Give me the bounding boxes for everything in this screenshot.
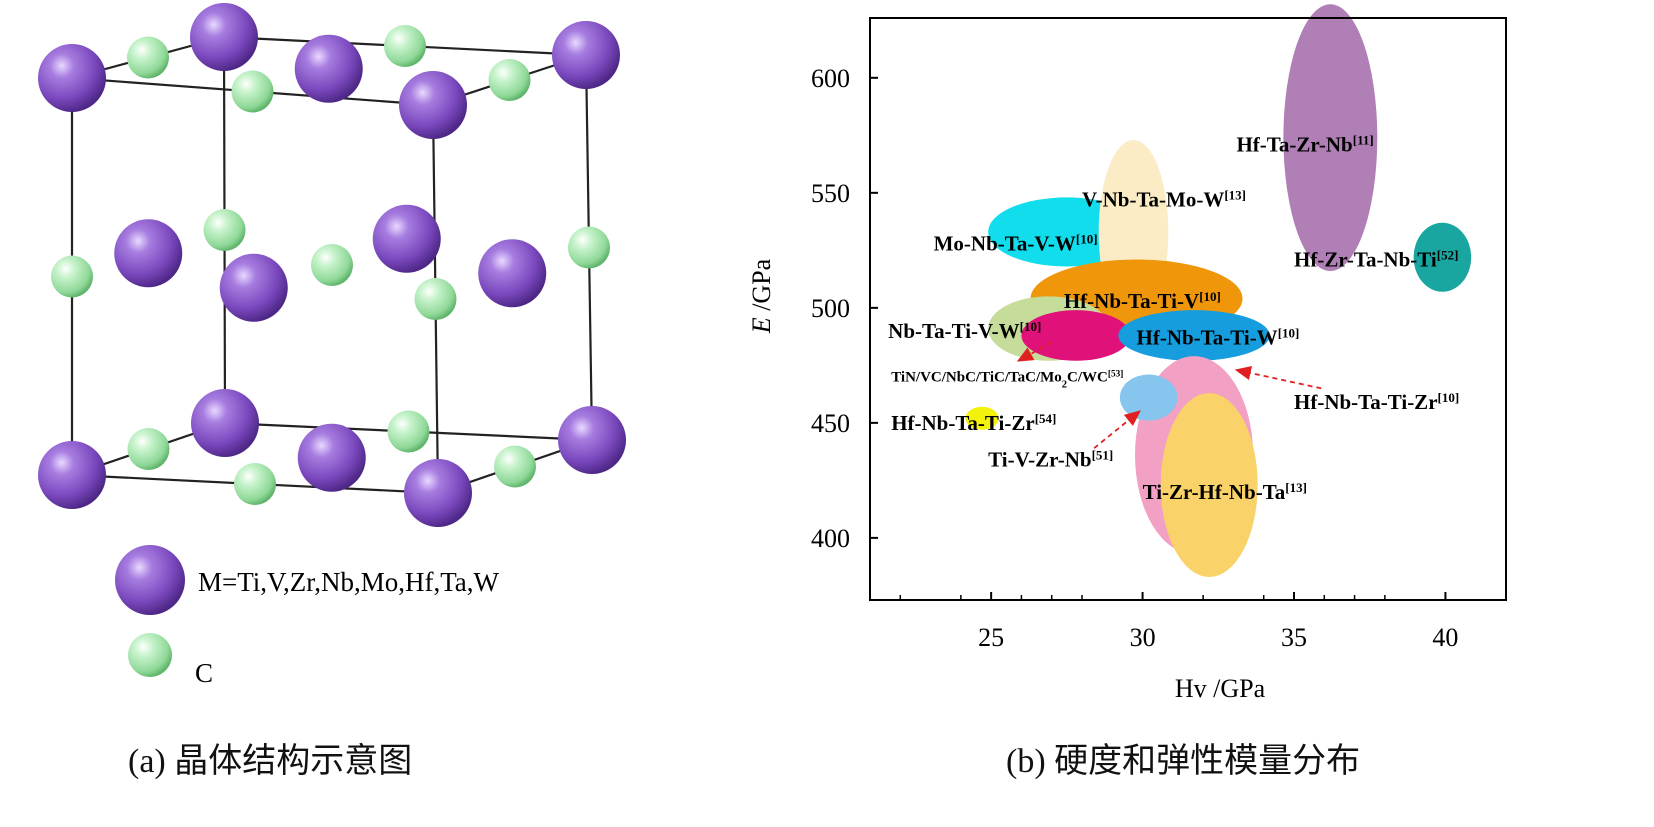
series-label: Hf-Nb-Ta-Ti-W[10] <box>1137 325 1300 350</box>
crystal-structure-diagram <box>38 3 626 527</box>
metal-atom <box>372 204 441 273</box>
x-tick-label: 35 <box>1281 623 1307 652</box>
y-tick-label: 600 <box>811 64 850 93</box>
carbon-atom <box>488 59 531 101</box>
metal-atom <box>191 389 259 457</box>
chart-ticks: 25 30 35 40 400 450 500 550 600 <box>811 64 1458 652</box>
carbon-atom <box>127 428 170 470</box>
metal-atom <box>294 34 363 103</box>
atom-legend: M=Ti,V,Zr,Nb,Mo,Hf,Ta,W C <box>115 545 500 688</box>
y-tick-label: 450 <box>811 409 850 438</box>
carbon-atom <box>203 209 246 251</box>
panel-b-caption: (b) 硬度和弹性模量分布 <box>1006 743 1361 780</box>
series-label: Hf-Nb-Ta-Ti-V[10] <box>1064 288 1221 313</box>
metal-atom <box>297 423 366 492</box>
lattice-atoms <box>38 3 626 527</box>
metal-atom <box>114 219 183 288</box>
metal-atom-legend-icon <box>115 545 185 615</box>
annotation-arrow <box>1234 365 1322 390</box>
x-tick-label: 40 <box>1432 623 1458 652</box>
series-ellipse <box>965 406 999 430</box>
y-tick-label: 550 <box>811 179 850 208</box>
series-label: TiN/VC/NbC/TiC/TaC/Mo2C/WC[53] <box>891 369 1123 390</box>
carbon-atom <box>234 463 276 505</box>
series-label: Ti-V-Zr-Nb[51] <box>988 447 1113 472</box>
carbon-atom <box>494 445 536 488</box>
series-label: Hf-Zr-Ta-Nb-Ti[52] <box>1294 247 1458 272</box>
carbon-atom <box>127 36 169 79</box>
series-ellipse <box>1283 4 1378 272</box>
carbon-atom-legend-icon <box>128 633 172 677</box>
metal-atom <box>552 21 620 89</box>
carbon-atom-legend-label: C <box>195 658 213 688</box>
y-axis-label: E /GPa <box>747 258 776 334</box>
hardness-modulus-chart: Hf-Ta-Zr-Nb[11] Hf-Zr-Ta-Nb-Ti[52] V-Nb-Ta… <box>747 4 1507 703</box>
plot-frame <box>869 17 1507 601</box>
metal-atom <box>219 253 288 322</box>
chart-labels: Hf-Ta-Zr-Nb[11] Hf-Zr-Ta-Nb-Ti[52] V-Nb-Ta… <box>888 132 1459 504</box>
x-axis-label: Hv /GPa <box>1175 674 1266 703</box>
series-label: Hf-Nb-Ta-Ti-Zr[54] <box>891 410 1056 435</box>
metal-atom <box>38 44 106 112</box>
chart-arrows <box>1016 341 1322 449</box>
series-label: V-Nb-Ta-Mo-W[13] <box>1082 187 1246 212</box>
series-label: Hf-Ta-Zr-Nb[11] <box>1236 132 1373 157</box>
metal-atom <box>399 71 467 139</box>
annotation-arrow <box>1093 410 1141 449</box>
carbon-atom <box>568 226 610 269</box>
y-tick-label: 500 <box>811 294 850 323</box>
metal-atom-legend-label: M=Ti,V,Zr,Nb,Mo,Hf,Ta,W <box>198 567 500 597</box>
metal-atom <box>190 3 258 71</box>
x-tick-label: 30 <box>1130 623 1156 652</box>
series-label: Hf-Nb-Ta-Ti-Zr[10] <box>1294 390 1459 415</box>
metal-atom <box>38 441 106 509</box>
carbon-atom <box>51 255 93 298</box>
series-label: Ti-Zr-Hf-Nb-Ta[13] <box>1143 479 1307 504</box>
annotation-arrow <box>1016 341 1053 362</box>
series-ellipse <box>1413 222 1472 292</box>
series-label: Mo-Nb-Ta-V-W[10] <box>934 231 1098 256</box>
panel-a-caption: (a) 晶体结构示意图 <box>128 743 413 780</box>
carbon-atom <box>311 244 353 286</box>
chart-ellipses <box>965 4 1472 577</box>
metal-atom <box>478 239 547 308</box>
y-tick-label: 400 <box>811 524 850 553</box>
chart-axes <box>869 17 1507 601</box>
x-tick-label: 25 <box>978 623 1004 652</box>
metal-atom <box>404 459 472 527</box>
series-ellipse <box>1118 310 1270 361</box>
metal-atom <box>558 406 626 474</box>
carbon-atom <box>414 278 457 320</box>
carbon-atom <box>231 70 274 113</box>
carbon-atom <box>387 410 430 453</box>
carbon-atom <box>384 25 426 67</box>
series-ellipse <box>1160 392 1258 577</box>
series-label: Nb-Ta-Ti-V-W[10] <box>888 318 1041 343</box>
series-ellipse <box>1119 374 1178 421</box>
series-ellipse <box>1021 310 1131 361</box>
